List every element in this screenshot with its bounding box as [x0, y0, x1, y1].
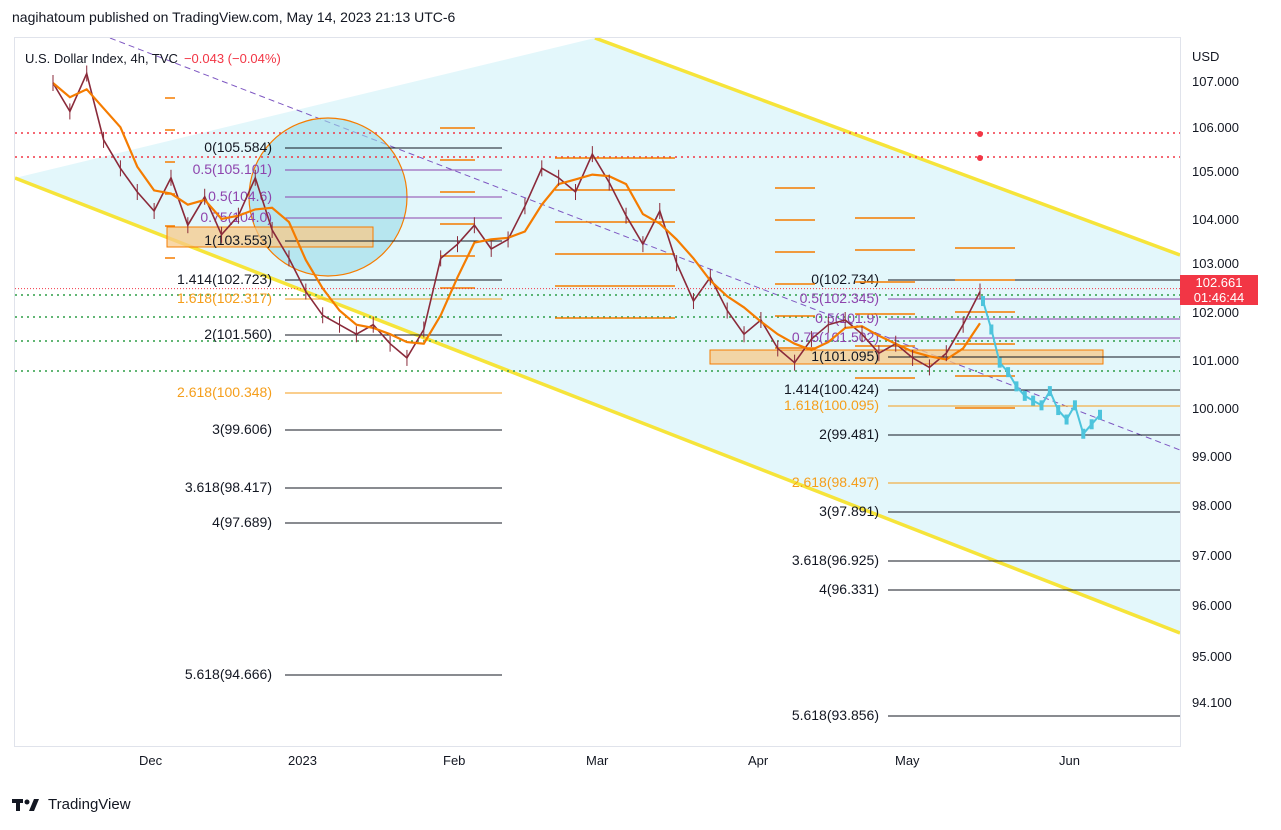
projection-candle — [1031, 395, 1036, 406]
moving-average-line — [52, 82, 981, 361]
fib2-level-label: 4(96.331) — [819, 581, 879, 597]
marker-red-dot-1 — [977, 131, 983, 137]
fib2-level-label: 2.618(98.497) — [792, 474, 879, 490]
footer-brand: TradingView — [12, 796, 131, 813]
time-axis-tick-label: Dec — [139, 753, 163, 768]
tradingview-logo-icon — [12, 798, 39, 811]
projection-candle — [1089, 419, 1094, 430]
projection-candle — [1014, 381, 1019, 392]
support-zone-left — [166, 226, 374, 248]
projection-candle — [997, 357, 1002, 368]
last-price-tag: 102.661 01:46:44 — [1180, 275, 1258, 305]
channel-fill — [15, 38, 1180, 633]
price-axis-tick-label: 105.000 — [1192, 164, 1239, 179]
bar-countdown: 01:46:44 — [1193, 290, 1245, 305]
price-axis-tick-label: 107.000 — [1192, 74, 1239, 89]
fib2-level-label: 0.5(101.9) — [815, 310, 879, 326]
projection-candle — [1039, 400, 1044, 411]
time-axis-tick-label: Feb — [443, 753, 466, 768]
price-axis-tick-label: 103.000 — [1192, 256, 1239, 271]
projection-candle — [989, 324, 994, 335]
last-price-value: 102.661 — [1195, 275, 1243, 290]
channel-upper-line — [594, 38, 1180, 257]
price-axis-tick-label: 98.000 — [1192, 498, 1232, 513]
currency-label: USD — [1192, 49, 1220, 64]
fib2-level-label: 1(101.095) — [811, 348, 879, 364]
fib2-level-label: 2(99.481) — [819, 426, 879, 442]
price-axis-tick-label: 100.000 — [1192, 401, 1239, 416]
price-axis-tick-label: 101.000 — [1192, 353, 1239, 368]
fib2-level-label: 0.5(102.345) — [800, 290, 879, 306]
time-axis[interactable]: Dec 2023 Feb Mar Apr May Jun — [14, 745, 1179, 777]
price-axis-tick-label: 104.000 — [1192, 212, 1239, 227]
fib2-level-label: 3.618(96.925) — [792, 552, 879, 568]
fib1-level-label: 3(99.606) — [212, 421, 272, 437]
fib1-level-label: 0(105.584) — [204, 139, 272, 155]
projection-candle — [1022, 390, 1027, 401]
chart-canvas[interactable]: 0(105.584)0.5(105.101)0.5(104.6)0.75(104… — [15, 38, 1180, 746]
footer-brand-text: TradingView — [48, 796, 131, 813]
price-axis-tick-label: 95.000 — [1192, 649, 1232, 664]
fib1-level-label: 1.414(102.723) — [177, 271, 272, 287]
fib1-level-label: 2(101.560) — [204, 326, 272, 342]
time-axis-tick-label: Jun — [1059, 753, 1080, 768]
publisher-header: nagihatoum published on TradingView.com,… — [12, 9, 456, 25]
legend-change: −0.043 (−0.04%) — [183, 51, 281, 66]
fib1-level-label: 2.618(100.348) — [177, 384, 272, 400]
price-axis-tick-label: 99.000 — [1192, 449, 1232, 464]
fib2-level-label: 3(97.891) — [819, 503, 879, 519]
projection-candle — [1064, 414, 1069, 425]
fib1-level-label: 1.618(102.317) — [177, 290, 272, 306]
fib1-level-label: 0.5(105.101) — [193, 161, 272, 177]
price-axis[interactable]: USD 107.000 106.000 105.000 104.000 103.000 1… — [1180, 37, 1281, 745]
price-axis-tick-label: 96.000 — [1192, 598, 1232, 613]
time-axis-tick-label: Apr — [748, 753, 769, 768]
price-axis-tick-label: 97.000 — [1192, 548, 1232, 563]
projection-candle — [981, 296, 985, 307]
projection-candle — [1006, 367, 1011, 378]
chart-pane[interactable]: 0(105.584) 0.5(105.101) 0.5(104.6) 0.75(104… — [14, 37, 1181, 747]
price-axis-tick-label: 102.000 — [1192, 305, 1239, 320]
legend-symbol: U.S. Dollar Index, 4h, TVC — [25, 51, 178, 66]
time-axis-tick-label: May — [895, 753, 920, 768]
channel-lower-line — [15, 176, 1180, 635]
channel-mid-dashed-line — [109, 38, 1180, 451]
symbol-legend[interactable]: U.S. Dollar Index, 4h, TVC −0.043 (−0.04%… — [25, 51, 281, 66]
projection-candle — [1056, 405, 1061, 416]
projection-candle — [1047, 386, 1052, 397]
fib2-level-label: 1.414(100.424) — [784, 381, 879, 397]
projection-candle — [1081, 428, 1086, 439]
price-axis-tick-label: 106.000 — [1192, 120, 1239, 135]
fib1-level-label: 4(97.689) — [212, 514, 272, 530]
fib2-level-label: 5.618(93.856) — [792, 707, 879, 723]
time-axis-tick-label: Mar — [586, 753, 609, 768]
time-axis-tick-label: 2023 — [288, 753, 317, 768]
marker-red-dot-2 — [977, 155, 983, 161]
fib2-level-label: 0(102.734) — [811, 271, 879, 287]
price-axis-tick-label: 94.100 — [1192, 695, 1232, 710]
fib1-level-label: 0.5(104.6) — [208, 188, 272, 204]
fib1-level-label: 3.618(98.417) — [185, 479, 272, 495]
projection-candle — [1072, 400, 1077, 411]
fib1-level-label: 1(103.553) — [204, 232, 272, 248]
fib1-level-label: 5.618(94.666) — [185, 666, 272, 682]
fib2-level-label: 1.618(100.095) — [784, 397, 879, 413]
projection-candle — [1098, 409, 1102, 420]
